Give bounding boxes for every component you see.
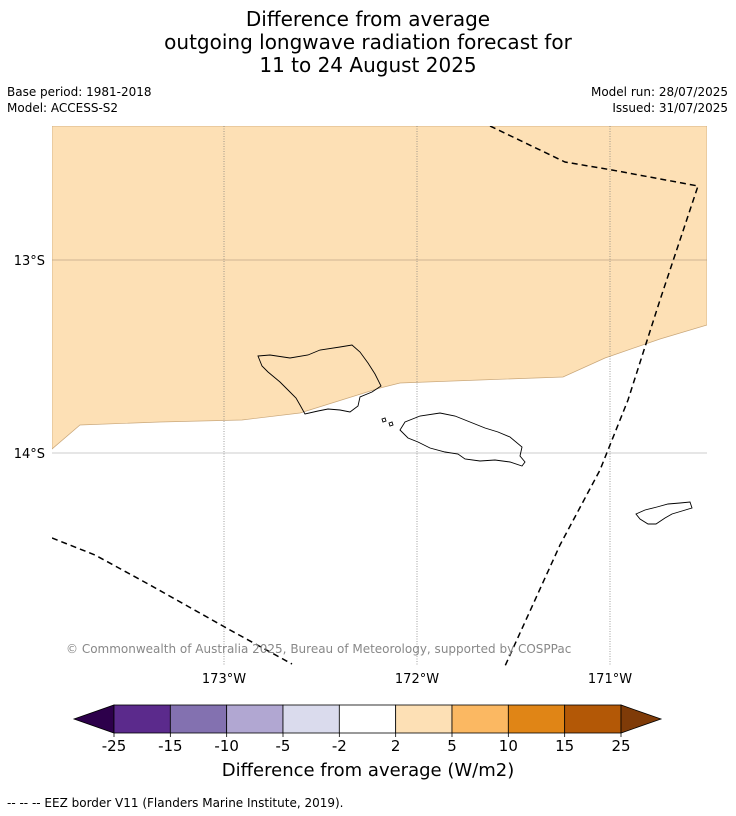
anomaly-region <box>52 126 707 450</box>
colorbar-swatch <box>451 704 509 734</box>
colorbar-tick-label: -15 <box>158 737 183 755</box>
colorbar-swatch <box>226 704 284 734</box>
colorbar-tick-label: -2 <box>332 737 347 755</box>
colorbar-extend-low <box>72 704 115 734</box>
title-line-3: 11 to 24 August 2025 <box>259 53 477 77</box>
colorbar-tick-label: 5 <box>447 737 457 755</box>
metadata-right: Model run: 28/07/2025 Issued: 31/07/2025 <box>591 84 728 116</box>
colorbar-extend-high <box>620 704 663 734</box>
model-text: Model: ACCESS-S2 <box>7 101 119 115</box>
colorbar-swatch <box>338 704 397 734</box>
eez-legend-note: -- -- -- EEZ border V11 (Flanders Marine… <box>7 796 344 810</box>
colorbar-swatch <box>507 704 566 734</box>
colorbar-tick-label: -5 <box>276 737 291 755</box>
chart-title: Difference from average outgoing longwav… <box>0 8 736 77</box>
lat-label-13s: 13°S <box>14 254 45 269</box>
colorbar-tick-label: 25 <box>611 737 630 755</box>
lat-label-14s: 14°S <box>14 447 45 462</box>
copyright-text: © Commonwealth of Australia 2025, Bureau… <box>66 642 571 656</box>
colorbar: -25 -15 -10 -5 -2 2 5 10 15 25 <box>72 704 663 755</box>
island-savaii <box>257 344 382 415</box>
title-line-2: outgoing longwave radiation forecast for <box>164 30 572 54</box>
colorbar-swatch <box>169 704 228 734</box>
colorbar-tick-label: 10 <box>499 737 518 755</box>
island-upolu <box>399 412 526 467</box>
metadata-left: Base period: 1981-2018 Model: ACCESS-S2 <box>7 84 152 116</box>
colorbar-tick-label: -25 <box>102 737 127 755</box>
colorbar-tick-label: 2 <box>391 737 401 755</box>
issued-text: Issued: 31/07/2025 <box>612 101 728 115</box>
colorbar-swatch <box>113 704 171 734</box>
colorbar-tick-label: -10 <box>214 737 239 755</box>
eez-border-east <box>489 126 699 666</box>
colorbar-tick-label: 15 <box>555 737 574 755</box>
model-run-text: Model run: 28/07/2025 <box>590 85 728 99</box>
lon-label-172w: 172°W <box>395 672 439 687</box>
colorbar-swatch <box>564 704 622 734</box>
base-period-text: Base period: 1981-2018 <box>7 85 152 99</box>
map-panel: © Commonwealth of Australia 2025, Bureau… <box>52 126 707 666</box>
title-line-1: Difference from average <box>245 7 491 31</box>
lon-label-173w: 173°W <box>202 672 246 687</box>
eez-border-west <box>52 537 293 665</box>
lon-label-171w: 171°W <box>588 672 632 687</box>
island-manono <box>381 417 387 423</box>
colorbar-label: Difference from average (W/m2) <box>221 760 515 781</box>
island-tutuila <box>635 501 693 525</box>
island-apolima <box>388 421 394 427</box>
colorbar-swatch <box>282 704 340 734</box>
colorbar-swatch <box>395 704 453 734</box>
